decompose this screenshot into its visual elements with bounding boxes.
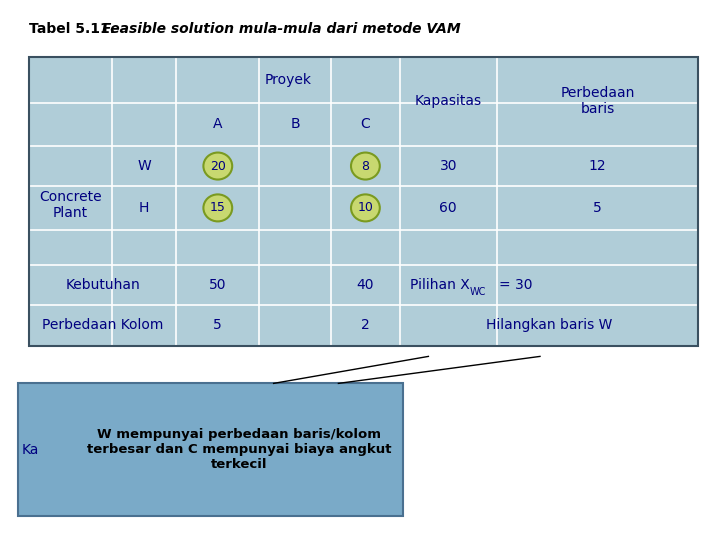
- Text: = 30: = 30: [499, 278, 533, 292]
- Text: Tabel 5.11.: Tabel 5.11.: [29, 22, 114, 36]
- Text: WC: WC: [470, 287, 487, 298]
- Bar: [29, 57, 698, 346]
- Text: Perbedaan
baris: Perbedaan baris: [560, 86, 635, 116]
- Ellipse shape: [351, 152, 380, 179]
- Text: Kebutuhan: Kebutuhan: [66, 278, 140, 292]
- Text: 15: 15: [210, 201, 226, 214]
- Text: Pilihan X: Pilihan X: [410, 278, 470, 292]
- Text: 50: 50: [209, 278, 227, 292]
- Text: 30: 30: [439, 159, 457, 173]
- Text: W mempunyai perbedaan baris/kolom
terbesar dan C mempunyai biaya angkut
terkecil: W mempunyai perbedaan baris/kolom terbes…: [87, 428, 392, 471]
- Bar: [18, 383, 403, 516]
- Ellipse shape: [351, 194, 380, 221]
- Text: Kapasitas: Kapasitas: [415, 94, 482, 108]
- Text: A: A: [213, 117, 222, 131]
- Text: 10: 10: [357, 201, 374, 214]
- Text: Ka: Ka: [22, 443, 39, 456]
- Text: 5: 5: [593, 201, 602, 215]
- Text: Concrete
Plant: Concrete Plant: [39, 190, 102, 220]
- Text: 12: 12: [589, 159, 606, 173]
- Text: Feasible solution mula-mula dari metode VAM: Feasible solution mula-mula dari metode …: [97, 22, 461, 36]
- Text: Proyek: Proyek: [264, 73, 312, 86]
- Text: 60: 60: [439, 201, 457, 215]
- Text: H: H: [139, 201, 149, 215]
- Ellipse shape: [203, 152, 232, 179]
- Text: 5: 5: [213, 319, 222, 332]
- Text: 20: 20: [210, 159, 226, 173]
- Text: W: W: [137, 159, 151, 173]
- Text: B: B: [290, 117, 300, 131]
- Text: 2: 2: [361, 319, 370, 332]
- Text: 8: 8: [361, 159, 369, 173]
- Text: 40: 40: [356, 278, 374, 292]
- Bar: [29, 57, 698, 346]
- Text: C: C: [361, 117, 370, 131]
- Text: Hilangkan baris W: Hilangkan baris W: [486, 319, 612, 332]
- Text: Perbedaan Kolom: Perbedaan Kolom: [42, 319, 163, 332]
- Ellipse shape: [203, 194, 232, 221]
